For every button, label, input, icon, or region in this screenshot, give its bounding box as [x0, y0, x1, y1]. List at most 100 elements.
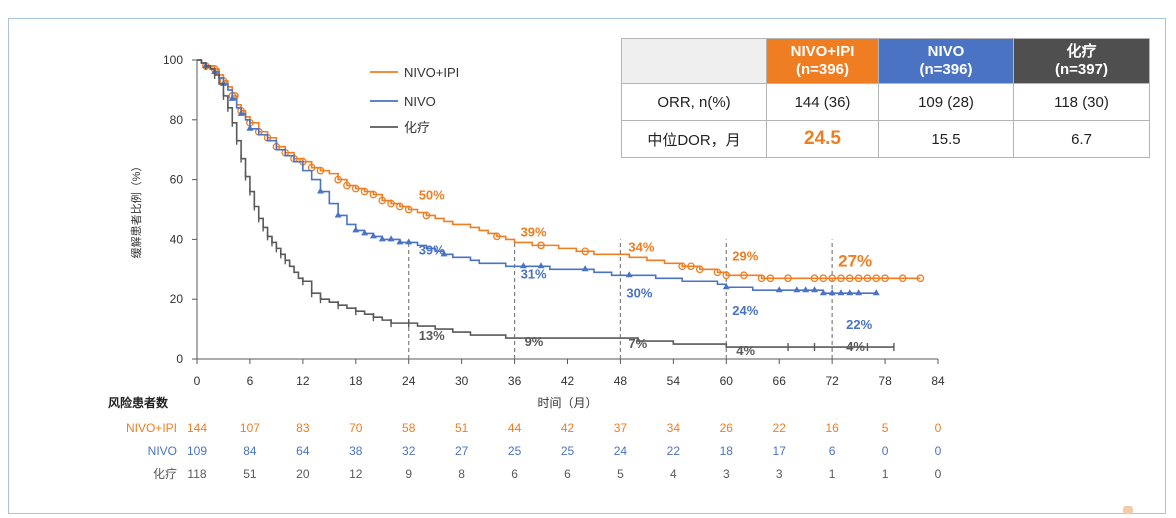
- x-tick-label: 30: [455, 374, 469, 388]
- censor-marker-ipi: [387, 199, 395, 208]
- landmark-label-nivo: 30%: [626, 285, 652, 300]
- censor-marker-ipi: [678, 262, 687, 271]
- risk-cell-ipi: 58: [402, 421, 416, 435]
- risk-cell-chemo: 20: [296, 467, 310, 481]
- x-tick-label: 24: [402, 374, 416, 388]
- censor-marker-nivo: [811, 286, 818, 293]
- y-tick-label: 100: [163, 53, 183, 67]
- landmark-label-chemo: 4%: [846, 339, 865, 354]
- risk-cell-nivo: 25: [561, 444, 575, 458]
- risk-cell-ipi: 42: [561, 421, 575, 435]
- risk-cell-ipi: 83: [296, 421, 310, 435]
- censor-marker-ipi: [863, 274, 872, 283]
- censor-marker-nivo: [237, 109, 245, 116]
- censor-marker-ipi: [422, 211, 431, 220]
- censor-marker-nivo: [405, 238, 413, 245]
- x-tick-label: 60: [720, 374, 734, 388]
- censor-marker-nivo: [352, 226, 360, 233]
- risk-cell-nivo: 18: [720, 444, 734, 458]
- censor-marker-nivo: [837, 289, 845, 296]
- censor-marker-nivo: [378, 235, 386, 242]
- x-tick-label: 78: [878, 374, 892, 388]
- censor-marker-ipi: [828, 274, 836, 283]
- landmark-label-nivo: 31%: [521, 266, 547, 281]
- risk-cell-chemo: 6: [564, 467, 571, 481]
- landmark-label-nivo: 39%: [419, 242, 445, 257]
- summary-corner-cell: [621, 38, 767, 84]
- landmark-label-chemo: 7%: [628, 336, 647, 351]
- summary-header-ipi: NIVO+IPI (n=396): [766, 38, 879, 84]
- risk-row-label-chemo: 化疗: [153, 467, 177, 481]
- censor-marker-nivo: [396, 238, 404, 245]
- x-tick-label: 54: [667, 374, 681, 388]
- summary-row-orr: ORR, n(%) 144 (36) 109 (28) 118 (30): [621, 83, 1150, 121]
- censor-marker-nivo: [334, 211, 342, 218]
- censor-marker-ipi: [404, 205, 413, 214]
- landmark-label-nivo: 22%: [846, 317, 872, 332]
- censor-marker-nivo: [440, 250, 448, 257]
- risk-cell-chemo: 118: [187, 467, 206, 481]
- summary-cell: 15.5: [878, 120, 1014, 158]
- summary-header-row: NIVO+IPI (n=396) NIVO (n=396) 化疗 (n=397): [621, 38, 1150, 84]
- x-tick-label: 12: [296, 374, 310, 388]
- risk-cell-nivo: 0: [882, 444, 889, 458]
- censor-marker-ipi: [810, 274, 819, 283]
- risk-cell-nivo: 22: [667, 444, 681, 458]
- summary-cell: 118 (30): [1013, 83, 1150, 121]
- landmark-label-ipi: 29%: [732, 248, 758, 263]
- censor-marker-nivo: [519, 262, 527, 269]
- legend-label-nivo: NIVO: [404, 94, 436, 109]
- censor-marker-ipi: [581, 247, 589, 256]
- x-tick-label: 48: [614, 374, 628, 388]
- chart-frame: [8, 18, 1166, 514]
- risk-cell-ipi: 34: [667, 421, 681, 435]
- censor-marker-ipi: [854, 274, 863, 283]
- y-tick-label: 80: [170, 113, 184, 127]
- censor-marker-ipi: [343, 181, 351, 190]
- censor-marker-nivo: [387, 235, 395, 242]
- risk-cell-chemo: 51: [243, 467, 257, 481]
- risk-cell-nivo: 38: [349, 444, 363, 458]
- risk-cell-chemo: 9: [405, 467, 412, 481]
- landmark-label-chemo: 9%: [525, 334, 544, 349]
- censor-marker-ipi: [898, 274, 907, 283]
- censor-marker-ipi: [695, 265, 704, 274]
- risk-cell-chemo: 0: [935, 467, 942, 481]
- censor-marker-ipi: [819, 274, 828, 283]
- y-tick-label: 60: [170, 173, 184, 187]
- series-line-nivo: [197, 59, 877, 295]
- censor-marker-ipi: [740, 271, 748, 280]
- risk-row-label-nivo: NIVO: [148, 444, 177, 458]
- summary-header-chemo-n: (n=397): [1055, 61, 1108, 78]
- censor-marker-nivo: [855, 289, 863, 296]
- landmark-label-ipi: 34%: [628, 239, 654, 254]
- risk-cell-nivo: 109: [187, 444, 207, 458]
- y-tick-label: 20: [170, 292, 184, 306]
- risk-cell-nivo: 0: [935, 444, 942, 458]
- risk-cell-chemo: 6: [511, 467, 518, 481]
- risk-cell-chemo: 4: [670, 467, 677, 481]
- censor-marker-ipi: [872, 274, 881, 283]
- censor-marker-ipi: [360, 187, 369, 196]
- censor-marker-nivo: [537, 262, 545, 269]
- x-axis-title: 时间（月）: [537, 396, 597, 410]
- censor-marker-ipi: [837, 274, 845, 283]
- summary-header-nivo-n: (n=396): [919, 61, 973, 78]
- landmark-label-ipi: 27%: [838, 251, 872, 270]
- risk-cell-ipi: 107: [240, 421, 260, 435]
- risk-table-title: 风险患者数: [108, 395, 169, 410]
- censor-marker-nivo: [228, 94, 236, 101]
- censor-marker-ipi: [757, 274, 766, 283]
- y-axis-title: 缓解患者比例（%）: [129, 161, 143, 259]
- x-tick-label: 18: [349, 374, 363, 388]
- censor-marker-ipi: [493, 232, 501, 241]
- censor-marker-ipi: [378, 196, 387, 205]
- risk-cell-chemo: 3: [776, 467, 783, 481]
- censor-marker-ipi: [396, 202, 404, 211]
- risk-cell-chemo: 5: [617, 467, 624, 481]
- censor-marker-nivo: [819, 289, 827, 296]
- x-tick-label: 36: [508, 374, 522, 388]
- censor-marker-ipi: [881, 274, 889, 283]
- summary-header-ipi-n: (n=396): [796, 61, 849, 78]
